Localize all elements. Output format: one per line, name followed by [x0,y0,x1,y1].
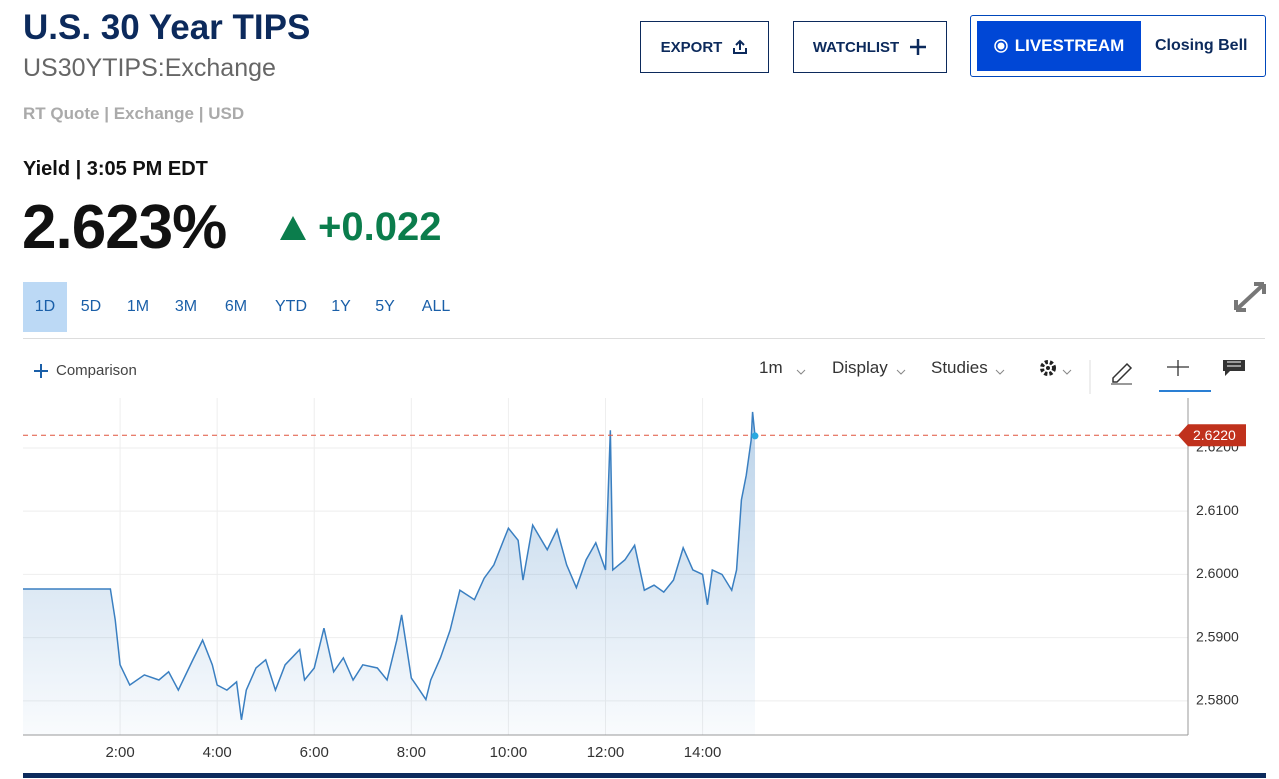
line [23,411,756,720]
bottom-bar [23,773,1266,778]
livestream-button[interactable]: LIVESTREAM [977,21,1141,71]
comparison-button[interactable]: Comparison [34,362,137,379]
y-tick-label: 2.5800 [1196,692,1239,708]
livestream-label: LIVESTREAM [1014,36,1125,55]
x-tick-label: 12:00 [587,744,625,761]
toolbar-icons [796,360,1245,394]
live-icon [993,39,1008,53]
x-tick-label: 10:00 [490,744,528,761]
range-tab[interactable]: 5Y [375,298,395,315]
watchlist-button[interactable]: WATCHLIST [793,21,947,73]
range-tab[interactable]: ALL [421,298,451,315]
comparison-label: Comparison [56,362,137,379]
studies-button[interactable]: Studies [931,358,988,377]
interval-button[interactable]: 1m [759,358,783,377]
display-button[interactable]: Display [832,358,888,377]
last-price-label: 2.6220 [1193,427,1236,443]
last-point [751,432,759,440]
range-tab[interactable]: 6M [224,298,248,315]
live-box: LIVESTREAM Closing Bell [970,15,1266,77]
plus-icon [910,39,927,55]
up-arrow [280,216,306,240]
export-icon [733,39,748,54]
range-tab[interactable]: 1Y [331,298,351,315]
area [23,411,756,735]
export-label: EXPORT [660,38,723,56]
range-tab[interactable]: 3M [174,298,198,315]
range-tab[interactable]: 1M [126,298,150,315]
quote-info: RT Quote | Exchange | USD [23,104,245,123]
quote-label: Yield | 3:05 PM EDT [23,158,208,180]
y-tick-label: 2.6000 [1196,565,1239,581]
range-tab[interactable]: 5D [80,298,102,315]
plus-icon [34,363,48,378]
price: 2.623% [22,193,227,262]
x-tick-label: 2:00 [105,744,134,761]
watchlist-label: WATCHLIST [812,38,900,56]
y-tick-label: 2.5900 [1196,628,1239,644]
symbol: US30YTIPS:Exchange [23,54,276,82]
title: U.S. 30 Year TIPS [23,8,311,47]
expand-icon[interactable] [1233,281,1267,313]
x-tick-label: 14:00 [684,744,722,761]
closing-bell[interactable]: Closing Bell [1155,37,1248,54]
x-tick-label: 8:00 [397,744,426,761]
change: +0.022 [318,205,442,249]
export-button[interactable]: EXPORT [640,21,769,73]
x-tick-label: 6:00 [300,744,329,761]
last-price-badge [1178,424,1246,447]
y-tick-label: 2.6100 [1196,502,1239,518]
range-tab[interactable]: 1D [23,282,67,332]
separator [23,338,1265,339]
x-tick-label: 4:00 [203,744,232,761]
range-tab[interactable]: YTD [275,298,307,315]
